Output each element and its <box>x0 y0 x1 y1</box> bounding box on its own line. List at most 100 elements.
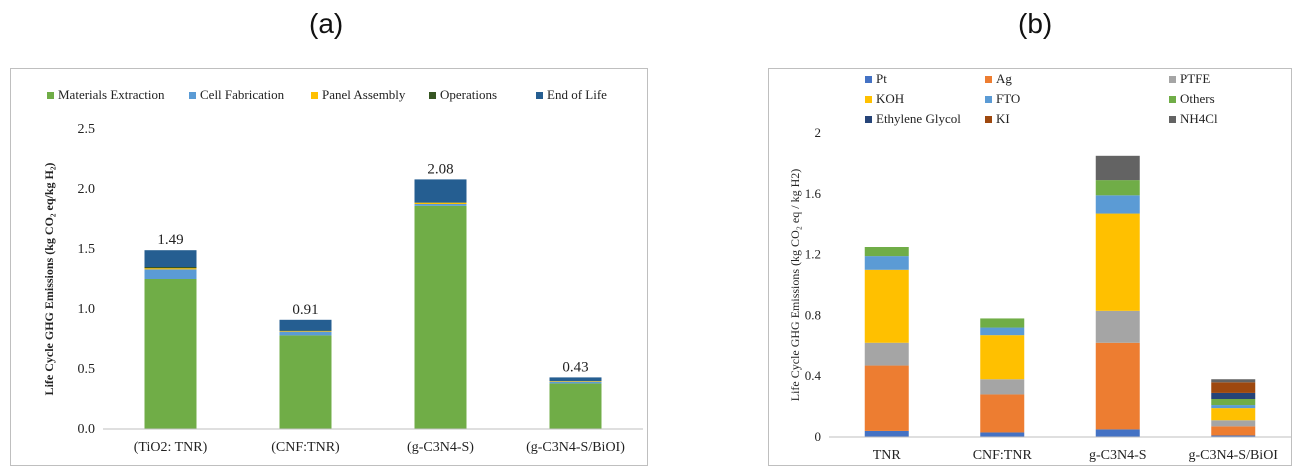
bar-segment <box>980 379 1025 395</box>
bar-segment <box>144 267 197 269</box>
bar-segment <box>980 432 1025 437</box>
y-axis-label: Life Cycle GHG Emissions (kg CO₂ eq/kg H… <box>42 163 56 396</box>
bar-segment <box>549 383 602 429</box>
bar-segment <box>980 327 1025 336</box>
bar-segment <box>1211 392 1256 399</box>
bar-segment <box>279 319 332 331</box>
y-tick-label: 0.5 <box>78 362 96 377</box>
bar-segment <box>1095 310 1140 343</box>
y-tick-label: 2.0 <box>78 182 96 197</box>
legend-swatch <box>985 76 992 83</box>
bar-segment <box>144 279 197 429</box>
bar-segment <box>980 318 1025 328</box>
legend-entry: Operations <box>440 87 497 102</box>
bar-segment <box>279 331 332 336</box>
bar-segment <box>1211 382 1256 393</box>
bar-segment <box>864 269 909 343</box>
bar-segment <box>279 331 332 332</box>
legend-entry: NH4Cl <box>1180 111 1218 126</box>
legend-swatch <box>311 92 318 99</box>
legend-entry: Ethylene Glycol <box>876 111 961 126</box>
y-tick-label: 0.0 <box>78 422 96 437</box>
legend-entry: KOH <box>876 91 904 106</box>
bar-segment <box>1095 195 1140 214</box>
chart-a-frame: Materials Extraction Cell Fabrication Pane… <box>10 68 648 466</box>
legend-swatch <box>985 116 992 123</box>
chart-b-frame: Pt Ag PTFE KOH FTO Others Ethylene Glycol KI NH4… <box>768 68 1292 466</box>
bar-segment <box>1095 213 1140 311</box>
legend-entry: Pt <box>876 71 887 86</box>
y-tick-label: 1.2 <box>805 247 821 262</box>
bar-segment <box>1211 435 1256 437</box>
x-category-label: g-C3N4-S/BiOI <box>1189 448 1279 463</box>
bar-segment <box>1211 408 1256 421</box>
x-category-label: (g-C3N4-S/BiOI) <box>526 440 625 455</box>
bar-segment <box>1095 429 1140 437</box>
bar-segment <box>1211 405 1256 409</box>
y-axis-label: Life Cycle GHG Emissions (kg CO₂ eq / kg… <box>788 169 802 402</box>
legend-swatch <box>865 116 872 123</box>
y-tick-label: 2 <box>815 125 822 140</box>
legend-swatch <box>1169 76 1176 83</box>
chart-a: Materials Extraction Cell Fabrication Pane… <box>42 87 643 455</box>
legend-entry: Panel Assembly <box>322 87 406 102</box>
legend-entry: Materials Extraction <box>58 87 165 102</box>
legend-swatch <box>1169 96 1176 103</box>
legend-swatch <box>985 96 992 103</box>
bar-segment <box>144 268 197 270</box>
x-category-label: CNF:TNR <box>973 448 1033 463</box>
bar-segment <box>414 202 467 204</box>
x-category-label: (g-C3N4-S) <box>407 440 474 455</box>
total-data-label: 0.43 <box>562 359 588 375</box>
chart-b: Pt Ag PTFE KOH FTO Others Ethylene Glycol KI NH4… <box>788 71 1291 463</box>
bar-segment <box>414 202 467 203</box>
y-tick-label: 1.0 <box>78 302 96 317</box>
y-tick-label: 0 <box>815 429 822 444</box>
x-category-label: g-C3N4-S <box>1089 448 1147 463</box>
total-data-label: 2.08 <box>427 161 453 177</box>
legend-swatch <box>429 92 436 99</box>
bar-segment <box>414 179 467 203</box>
total-data-label: 1.49 <box>157 232 183 248</box>
legend-entry: Ag <box>996 71 1012 86</box>
bar-segment <box>980 394 1025 433</box>
legend-entry: KI <box>996 111 1010 126</box>
bar-segment <box>279 335 332 429</box>
bar-segment <box>549 381 602 384</box>
legend-swatch <box>47 92 54 99</box>
total-data-label: 0.91 <box>292 302 318 318</box>
legend-entry: FTO <box>996 91 1020 106</box>
legend-swatch <box>536 92 543 99</box>
bar-segment <box>1211 379 1256 383</box>
bar-segment <box>414 204 467 206</box>
bar-segment <box>279 330 332 332</box>
bar-segment <box>864 342 909 366</box>
bar-segment <box>1211 426 1256 436</box>
bar-segment <box>549 381 602 382</box>
legend-swatch <box>865 76 872 83</box>
y-tick-label: 1.5 <box>78 242 96 257</box>
legend-entry: Cell Fabrication <box>200 87 285 102</box>
legend-entry: End of Life <box>547 87 607 102</box>
bar-segment <box>144 250 197 267</box>
y-tick-label: 2.5 <box>78 122 96 137</box>
legend-swatch <box>189 92 196 99</box>
bar-segment <box>414 205 467 429</box>
y-tick-label: 0.4 <box>805 368 822 383</box>
y-tick-label: 1.6 <box>805 186 822 201</box>
bar-segment <box>549 377 602 381</box>
bar-segment <box>1095 342 1140 430</box>
x-category-label: (CNF:TNR) <box>271 440 340 455</box>
legend-swatch <box>1169 116 1176 123</box>
x-category-label: TNR <box>873 448 902 463</box>
legend-entry: Others <box>1180 91 1215 106</box>
bar-segment <box>1095 155 1140 181</box>
panel-label-a: (a) <box>309 8 344 39</box>
bar-segment <box>864 430 909 437</box>
y-tick-label: 0.8 <box>805 307 821 322</box>
legend-entry: PTFE <box>1180 71 1210 86</box>
panel-label-b: (b) <box>1018 8 1053 39</box>
x-category-label: (TiO2: TNR) <box>134 440 208 455</box>
legend-swatch <box>865 96 872 103</box>
bar-segment <box>980 335 1025 380</box>
